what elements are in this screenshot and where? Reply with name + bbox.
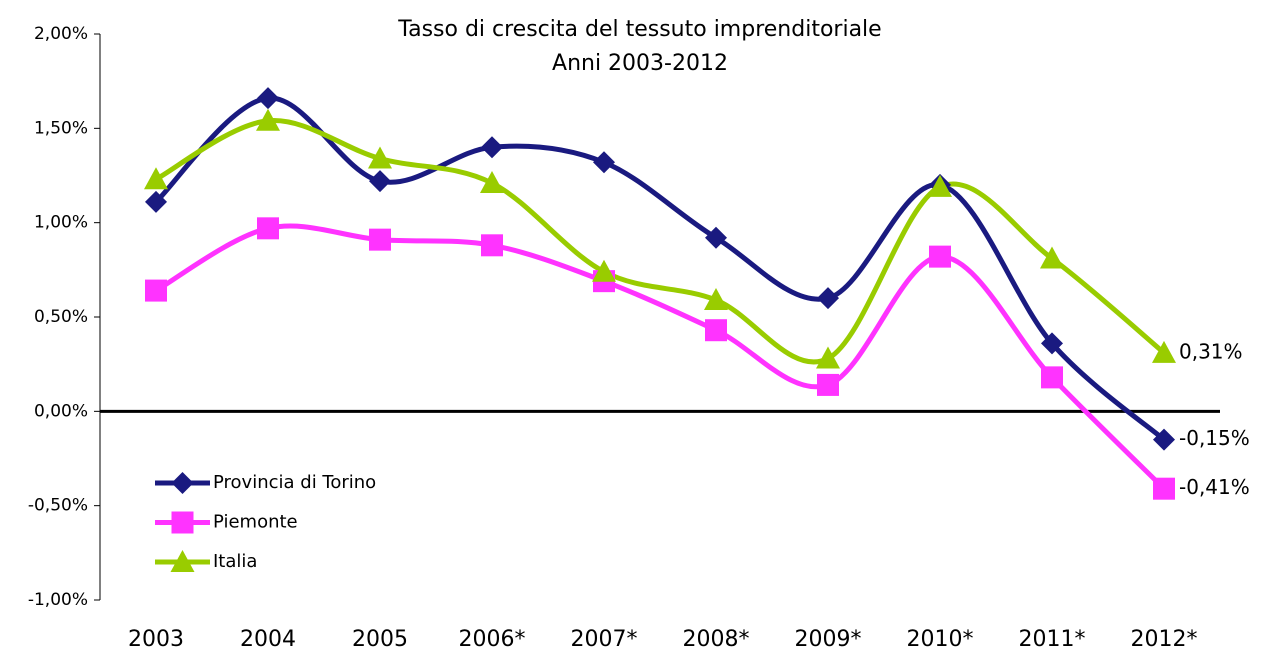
- legend-item: Provincia di Torino: [155, 472, 376, 494]
- data-point: [1041, 366, 1063, 389]
- data-point: [593, 151, 615, 174]
- legend-item: Italia: [155, 550, 257, 572]
- data-point: [705, 319, 727, 342]
- data-point: [368, 146, 392, 169]
- data-point: [928, 174, 952, 197]
- y-tick-label: 1,50%: [34, 118, 88, 138]
- data-point: [480, 171, 504, 194]
- data-point: [481, 234, 503, 257]
- legend-item: Piemonte: [155, 511, 298, 534]
- legend-marker: [171, 511, 194, 534]
- data-label: -0,15%: [1179, 426, 1250, 450]
- x-tick-label: 2005: [352, 627, 408, 652]
- y-tick-label: -0,50%: [28, 496, 88, 516]
- chart-title: Tasso di crescita del tessuto imprendito…: [397, 17, 881, 42]
- legend-marker: [171, 472, 194, 494]
- data-point: [145, 279, 167, 302]
- y-tick-label: 1,00%: [34, 213, 88, 233]
- data-point: [816, 346, 840, 369]
- series-line: [154, 95, 1166, 442]
- x-tick-label: 2004: [240, 627, 296, 652]
- x-tick-label: 2003: [128, 627, 184, 652]
- legend-label: Italia: [213, 551, 257, 572]
- data-point: [705, 226, 727, 249]
- data-point: [929, 245, 951, 268]
- y-tick-label: 0,50%: [34, 307, 88, 327]
- legend-label: Provincia di Torino: [213, 472, 376, 493]
- y-tick-label: 2,00%: [34, 24, 88, 44]
- data-label: 0,31%: [1179, 339, 1243, 363]
- x-tick-label: 2010*: [907, 627, 974, 652]
- data-point: [1153, 428, 1175, 451]
- x-tick-label: 2011*: [1019, 627, 1086, 652]
- data-point: [1040, 246, 1064, 269]
- legend-marker: [170, 550, 195, 572]
- data-point: [144, 167, 168, 190]
- series-line: [154, 223, 1166, 491]
- x-tick-label: 2012*: [1131, 627, 1198, 652]
- chart-subtitle: Anni 2003-2012: [552, 51, 728, 76]
- data-point: [1041, 332, 1063, 355]
- x-tick-label: 2007*: [571, 627, 638, 652]
- data-point: [257, 87, 279, 110]
- x-tick-label: 2006*: [459, 627, 526, 652]
- data-label: -0,41%: [1179, 475, 1250, 499]
- data-point: [369, 170, 391, 193]
- data-point: [257, 217, 279, 240]
- data-point: [481, 136, 503, 159]
- data-point: [369, 228, 391, 251]
- data-point: [817, 287, 839, 310]
- data-point: [817, 373, 839, 396]
- x-tick-label: 2008*: [683, 627, 750, 652]
- data-point: [145, 190, 167, 213]
- x-tick-label: 2009*: [795, 627, 862, 652]
- data-point: [256, 108, 280, 131]
- series-line: [154, 118, 1166, 365]
- data-point: [1152, 340, 1176, 363]
- y-tick-label: 0,00%: [34, 401, 88, 421]
- data-point: [1153, 477, 1175, 500]
- data-point: [592, 259, 616, 282]
- y-tick-label: -1,00%: [28, 590, 88, 610]
- data-point: [704, 288, 728, 311]
- legend-label: Piemonte: [213, 512, 298, 533]
